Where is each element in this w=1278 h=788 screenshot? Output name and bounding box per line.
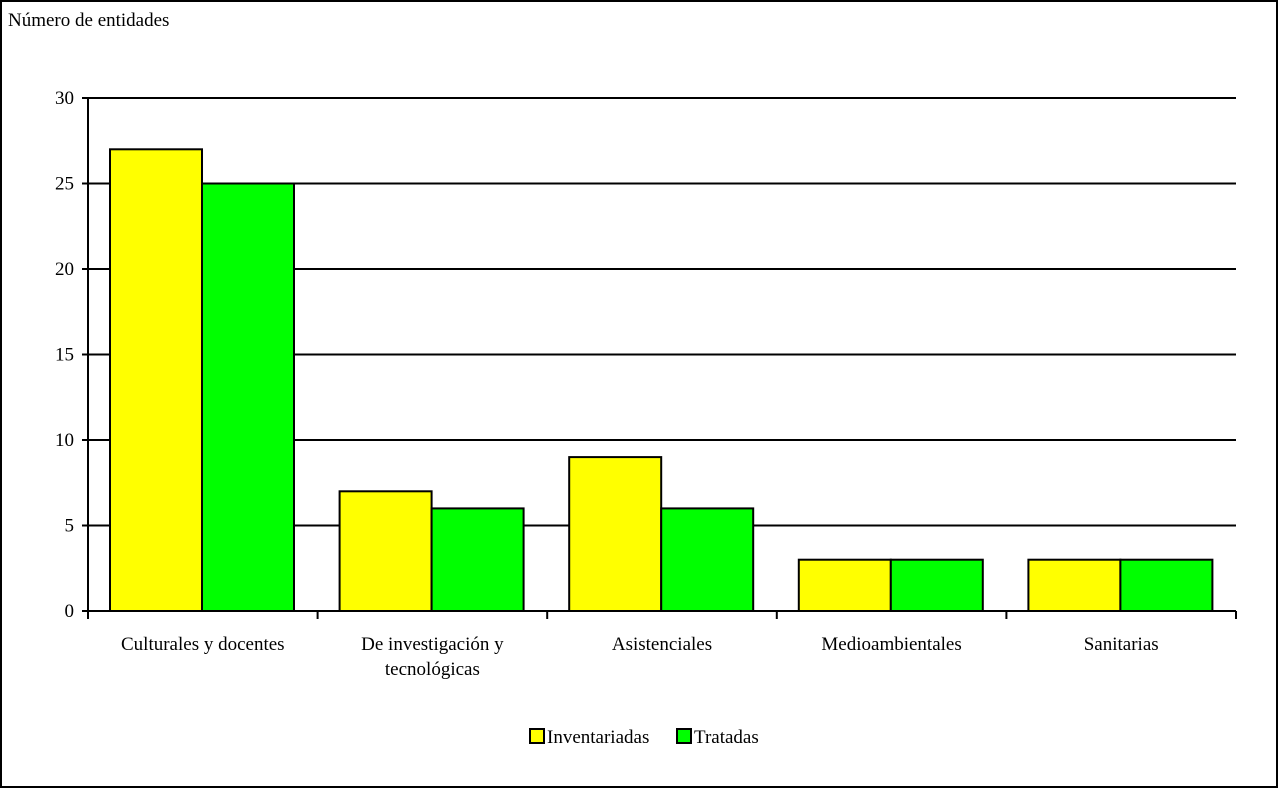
bar-tratadas-0 (201, 182, 295, 612)
bar-inventariadas-2 (568, 456, 663, 612)
y-tick-label: 0 (65, 601, 75, 622)
bar-inventariadas-0 (109, 148, 203, 613)
bar-inventariadas-1 (338, 490, 433, 612)
bar-tratadas-4 (1119, 558, 1214, 613)
y-axis-ticks: 0 5 10 15 20 25 30 (55, 88, 88, 622)
bar-tratadas-3 (889, 558, 984, 613)
x-tick-label: Sanitarias (1084, 634, 1159, 655)
legend-swatch-tratadas (676, 728, 692, 744)
y-axis-title: Número de entidades (8, 10, 169, 31)
y-tick-label: 25 (55, 174, 74, 195)
legend-label-inventariadas: Inventariadas (547, 727, 649, 748)
bar-inventariadas-4 (1027, 558, 1122, 613)
y-tick-label: 15 (55, 345, 74, 366)
legend-swatch-inventariadas (529, 728, 545, 744)
y-tick-label: 5 (65, 516, 75, 537)
bar-tratadas-1 (430, 507, 525, 612)
y-tick-label: 20 (55, 259, 74, 280)
y-tick-label: 10 (55, 430, 74, 451)
x-tick-label: Asistenciales (612, 634, 712, 655)
bar-inventariadas-3 (797, 558, 892, 613)
x-tick-label: Culturales y docentes (121, 634, 285, 655)
x-tick-label: Medioambientales (821, 634, 961, 655)
legend: Inventariadas Tratadas (529, 727, 759, 748)
x-tick-label: De investigación y tecnológicas (361, 634, 504, 680)
legend-label-tratadas: Tratadas (694, 727, 759, 748)
bar-tratadas-2 (660, 507, 755, 612)
bars (109, 148, 1214, 613)
y-tick-label: 30 (55, 88, 74, 109)
